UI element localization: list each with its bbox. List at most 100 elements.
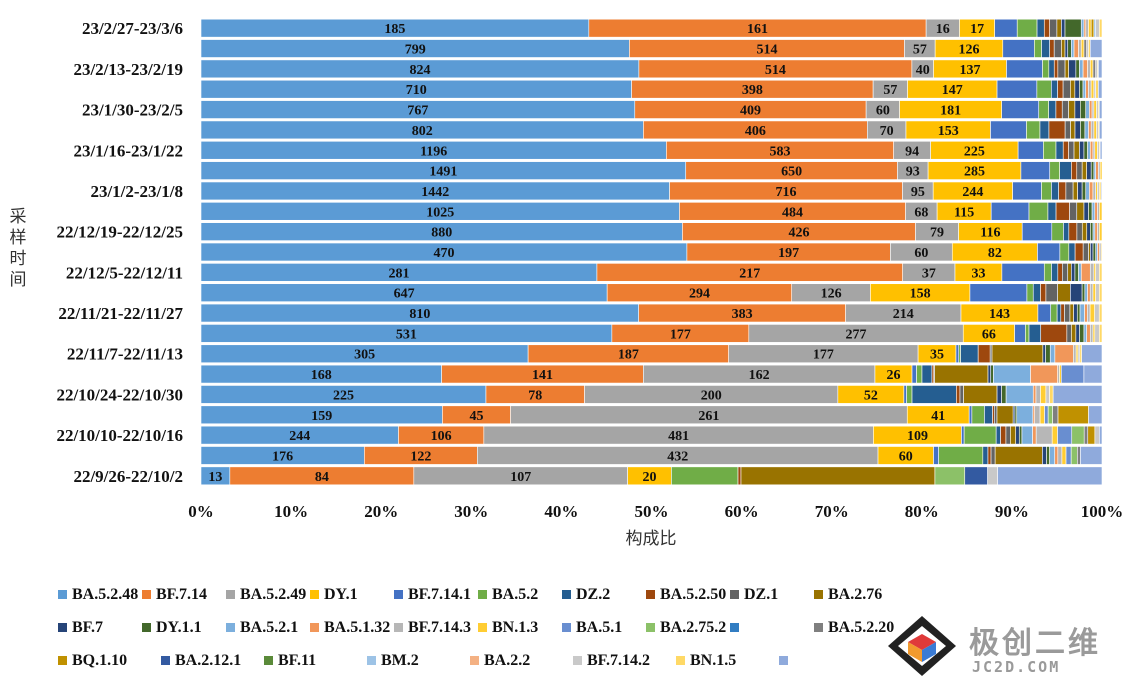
data-label: 176 <box>272 449 293 464</box>
bar-segment <box>1077 446 1081 465</box>
bar-segment <box>1067 39 1072 58</box>
bar-segment <box>1047 202 1057 221</box>
bar-segment <box>1016 18 1038 38</box>
bar-segment <box>1073 303 1078 323</box>
bar-segment <box>1080 39 1085 58</box>
legend-label: BF.7.14.2 <box>587 651 650 669</box>
data-label: 484 <box>782 205 803 220</box>
bar-segment <box>1094 222 1098 241</box>
legend-swatch <box>226 590 235 599</box>
bar-segment <box>1087 59 1091 79</box>
data-label: 137 <box>960 63 981 78</box>
bar-segment <box>1094 425 1100 445</box>
bar-segment <box>1081 181 1087 201</box>
bar-segment <box>1091 202 1096 221</box>
bar-segment <box>969 283 1028 302</box>
bar-segment <box>1057 425 1073 445</box>
bar-segment <box>921 364 933 384</box>
bar-segment <box>1099 202 1103 221</box>
bar-segment <box>996 79 1038 99</box>
bar-segment <box>1095 263 1100 282</box>
bar-segment <box>1083 364 1103 384</box>
y-tick-label: 22/11/21-22/11/27 <box>58 304 183 323</box>
bar-segment <box>1092 242 1097 262</box>
bar-segment <box>987 364 992 384</box>
bar-segment <box>1083 39 1087 58</box>
legend-item: BN.1.3 <box>478 619 562 637</box>
bar-segment <box>1093 120 1097 140</box>
legend-item <box>779 656 882 665</box>
data-label: 68 <box>914 205 928 220</box>
data-label: 79 <box>930 226 944 241</box>
bar-segment <box>1089 283 1094 302</box>
data-label: 126 <box>821 287 842 302</box>
bar-segment <box>1079 59 1084 79</box>
bar-segment <box>903 385 907 404</box>
bar-segment <box>1049 161 1060 180</box>
data-label: 107 <box>510 470 531 485</box>
bar-segment <box>977 344 991 364</box>
bar-segment <box>1036 79 1052 99</box>
bar-segment <box>994 405 998 425</box>
data-label: 481 <box>668 429 689 444</box>
bar-segment <box>1064 120 1071 140</box>
legend-swatch <box>142 590 151 599</box>
bar-segment <box>993 364 1031 384</box>
data-label: 647 <box>394 287 415 302</box>
legend-item: BA.5.2.1 <box>226 619 310 637</box>
bar-segment <box>1034 405 1041 425</box>
bar-segment <box>1090 161 1095 180</box>
bar-segment <box>1002 39 1035 58</box>
data-label: 126 <box>958 43 979 58</box>
legend-swatch <box>367 656 376 665</box>
bar-segment <box>1071 263 1076 282</box>
data-label: 93 <box>906 165 920 180</box>
bar-segment <box>1043 263 1052 282</box>
data-label: 13 <box>208 470 222 485</box>
bar-segment <box>911 364 917 384</box>
legend-item: BA.5.2.48 <box>58 586 142 604</box>
legend-swatch <box>676 656 685 665</box>
legend-swatch <box>161 656 170 665</box>
bar-segment <box>1001 385 1007 404</box>
bar-segment <box>1065 446 1072 465</box>
bar-segment <box>990 202 1030 221</box>
bar-segment <box>1035 385 1041 404</box>
bar-segment <box>982 446 989 465</box>
bar-segment <box>1084 120 1089 140</box>
bar-segment <box>1060 303 1065 323</box>
legend-item: DY.1 <box>310 586 394 604</box>
legend-label: BA.2.2 <box>484 651 531 669</box>
data-label: 147 <box>942 83 963 98</box>
bar-segment <box>1074 242 1084 262</box>
data-label: 514 <box>756 43 777 58</box>
legend-item: BF.7.14 <box>142 586 226 604</box>
watermark-url: JC2D.COM <box>972 658 1061 676</box>
data-label: 177 <box>813 348 834 363</box>
bar-segment <box>1094 324 1100 343</box>
bar-segment <box>956 385 961 404</box>
bar-segment <box>1062 263 1069 282</box>
bar-segment <box>1086 324 1091 343</box>
data-label: 1196 <box>420 144 447 159</box>
bar-segment <box>1026 283 1034 302</box>
bar-segment <box>960 344 979 364</box>
bar-segment <box>1062 79 1071 99</box>
data-label: 531 <box>396 327 417 342</box>
bar-segment <box>1095 283 1100 302</box>
bar-segment <box>1092 181 1096 201</box>
bar-segment <box>1056 303 1062 323</box>
data-label: 514 <box>765 63 786 78</box>
bar-segment <box>1073 39 1079 58</box>
bar-segment <box>1090 222 1094 241</box>
bar-segment <box>1064 18 1082 38</box>
bar-segment <box>1053 59 1059 79</box>
bar-segment <box>1080 446 1103 465</box>
legend-label: BA.5.2.48 <box>72 585 139 603</box>
y-axis-title-text: 采样时间 <box>10 207 27 290</box>
bar-segment <box>1090 18 1095 38</box>
bar-segment <box>1039 405 1045 425</box>
bar-segment <box>1045 283 1058 302</box>
data-label: 583 <box>770 144 791 159</box>
bar-segment <box>1090 79 1095 99</box>
